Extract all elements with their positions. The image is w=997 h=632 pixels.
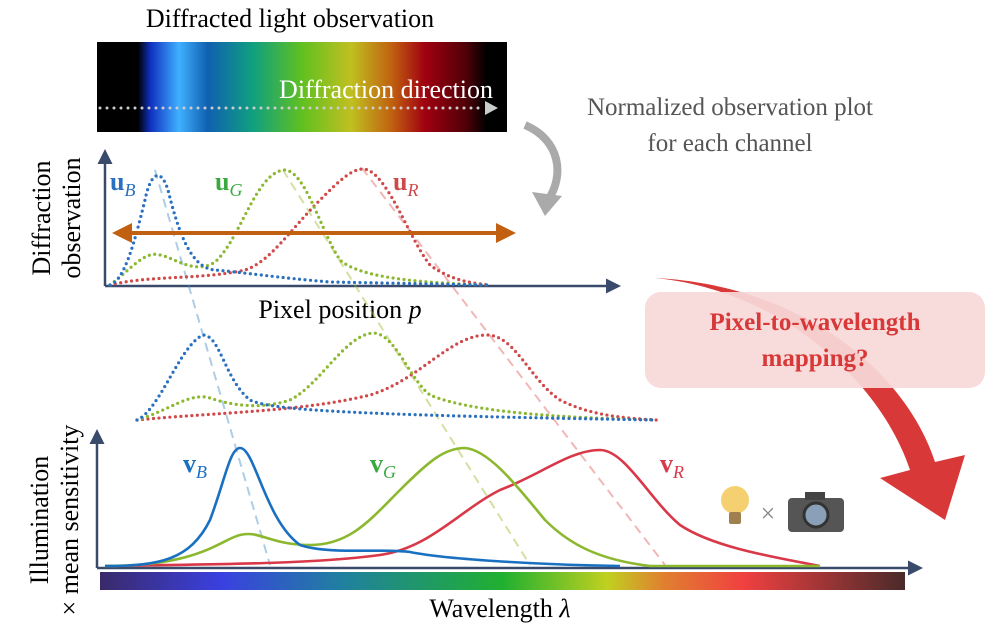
curve-label: uR	[393, 167, 418, 200]
curve	[135, 333, 659, 422]
mapping-box	[645, 292, 985, 388]
curve	[135, 331, 659, 422]
spectrum	[97, 42, 507, 132]
note-arrow	[523, 121, 562, 203]
curve	[104, 446, 621, 568]
guide	[154, 169, 271, 566]
note-arrow-head	[532, 192, 562, 216]
curve-label: uB	[110, 167, 135, 200]
note: Normalized observation plot for each chan…	[587, 94, 873, 157]
curve-label: vB	[183, 449, 207, 482]
top-xlabel: Pixel position p	[258, 295, 421, 324]
bulb-icon	[721, 486, 749, 524]
curve	[135, 333, 659, 422]
wavelength-bar	[100, 572, 905, 590]
arrow-head	[485, 101, 498, 115]
mapping-label: Pixel-to-wavelength mapping?	[709, 309, 920, 372]
bottom-xlabel: Wavelength λ	[429, 594, 570, 623]
curve	[108, 167, 492, 287]
curve-label: vR	[660, 449, 684, 482]
curve	[104, 448, 821, 568]
curve	[104, 446, 820, 568]
top-ylabel: Diffractionobservation	[27, 157, 86, 278]
curve	[108, 168, 492, 287]
curve-label: vG	[370, 449, 396, 482]
curve-label: uG	[215, 167, 242, 200]
direction-label: Diffraction direction	[279, 75, 493, 104]
guide	[282, 169, 531, 566]
times: ×	[761, 499, 776, 528]
bottom-ylabel: Illumination× mean sensitivity	[25, 425, 84, 616]
title: Diffracted light observation	[146, 4, 434, 33]
camera-icon	[788, 492, 844, 532]
